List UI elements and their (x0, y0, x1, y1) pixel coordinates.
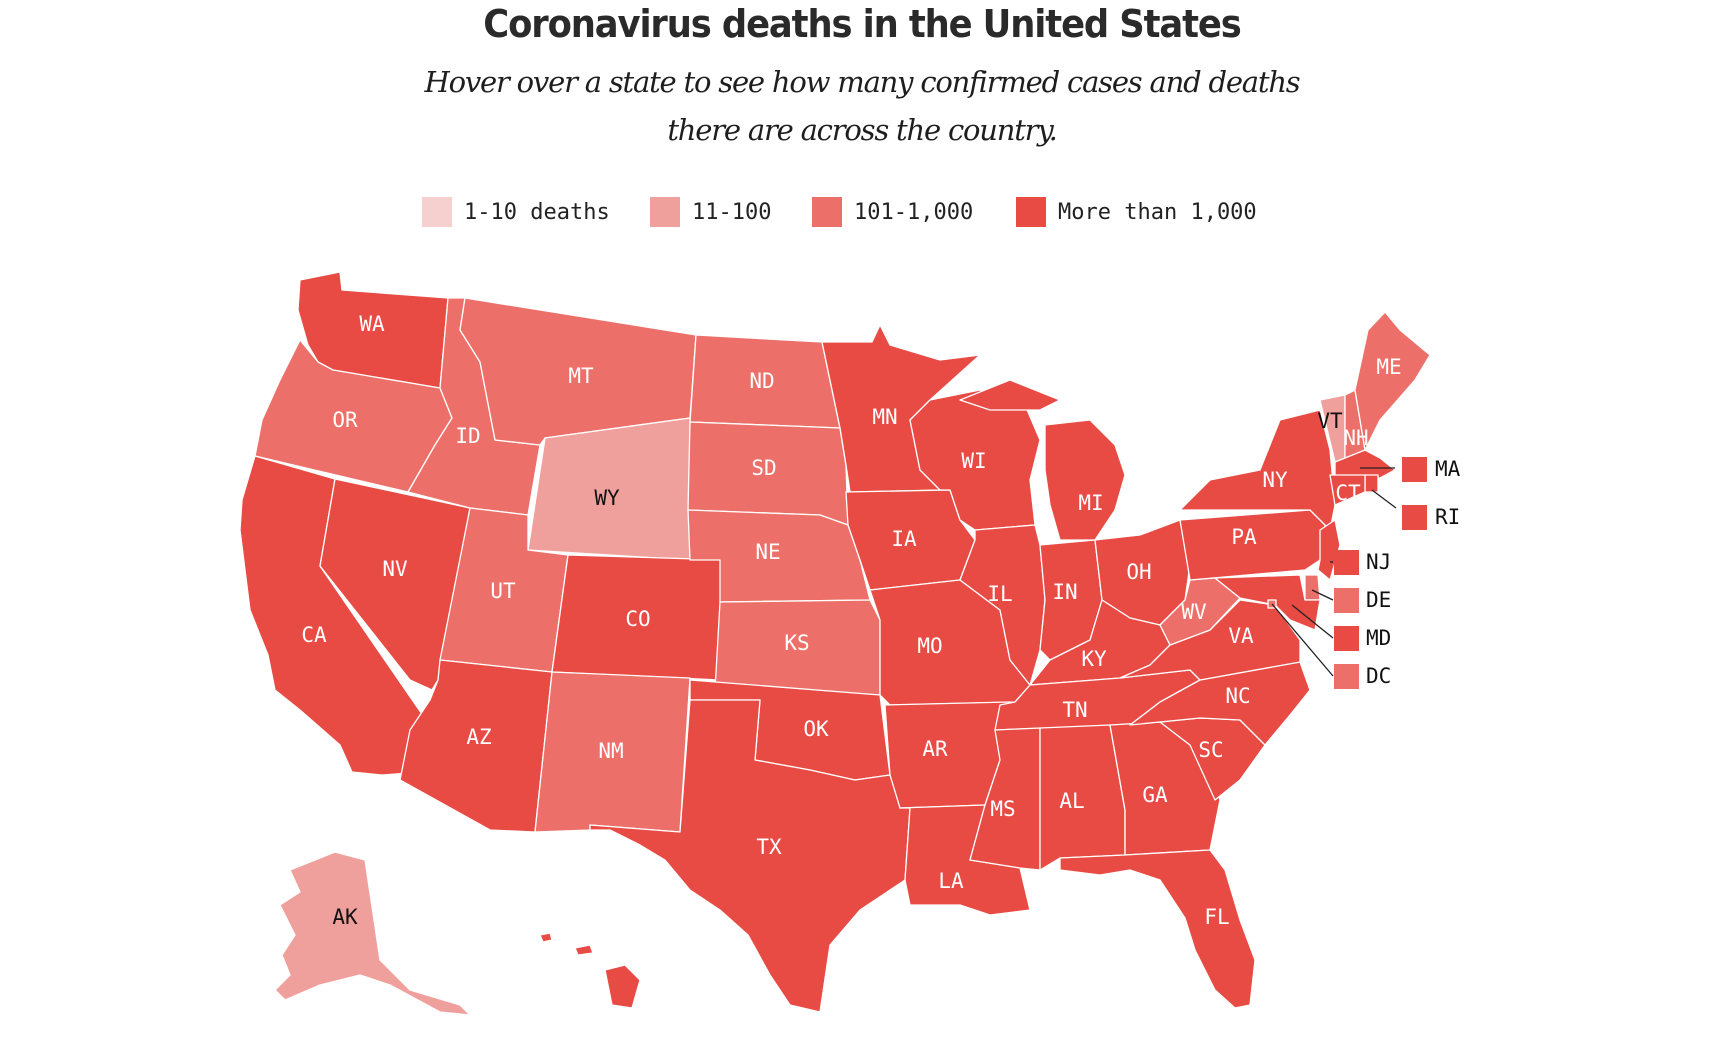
callout-label-md: MD (1366, 626, 1391, 650)
state-label-id: ID (455, 424, 480, 448)
legend-item-101-1000: 101-1,000 (812, 196, 973, 228)
state-nc[interactable] (1129, 661, 1311, 746)
state-label-al: AL (1059, 789, 1084, 813)
chart-title: Coronavirus deaths in the United States (483, 2, 1242, 46)
state-label-sc: SC (1198, 738, 1223, 762)
state-label-pa: PA (1231, 525, 1257, 549)
legend-swatch (812, 197, 842, 227)
state-label-co: CO (625, 607, 650, 631)
state-fl[interactable] (1059, 849, 1256, 1009)
state-ri[interactable] (1364, 474, 1379, 493)
callout-swatch-nj[interactable] (1334, 550, 1359, 575)
state-label-wa: WA (359, 312, 385, 336)
legend-swatch (422, 197, 452, 227)
callout-swatch-ma[interactable] (1402, 457, 1427, 482)
state-mi[interactable] (959, 379, 1126, 541)
legend-item-1-10: 1-10 deaths (422, 196, 610, 228)
legend-swatch (650, 197, 680, 227)
state-label-nm: NM (598, 739, 623, 763)
state-label-ak: AK (332, 905, 358, 929)
state-label-il: IL (987, 582, 1012, 606)
state-ct[interactable] (1329, 474, 1366, 506)
state-label-mi: MI (1078, 491, 1103, 515)
state-label-ga: GA (1142, 783, 1168, 807)
state-label-me: ME (1376, 355, 1401, 379)
state-me[interactable] (1354, 311, 1431, 451)
state-hi[interactable] (539, 932, 641, 1009)
state-label-mn: MN (872, 405, 897, 429)
legend-label: 101-1,000 (854, 199, 974, 225)
legend-label: More than 1,000 (1058, 199, 1257, 225)
callout-label-ma: MA (1435, 457, 1461, 481)
callout-label-dc: DC (1366, 664, 1391, 688)
state-label-fl: FL (1204, 905, 1229, 929)
legend-label: 11-100 (692, 199, 772, 225)
state-label-ar: AR (922, 737, 948, 761)
state-label-ia: IA (891, 527, 917, 551)
state-label-sd: SD (751, 456, 776, 480)
state-label-wv: WV (1181, 600, 1207, 624)
state-label-tx: TX (756, 835, 782, 859)
state-de[interactable] (1304, 574, 1321, 601)
legend-label: 1-10 deaths (464, 199, 610, 225)
state-label-mo: MO (917, 634, 942, 658)
state-label-ut: UT (490, 579, 516, 603)
state-label-in: IN (1052, 580, 1077, 604)
state-label-ok: OK (803, 717, 829, 741)
state-label-nd: ND (749, 369, 774, 393)
state-label-nc: NC (1225, 684, 1250, 708)
state-label-or: OR (332, 408, 358, 432)
state-label-wi: WI (961, 449, 986, 473)
state-label-az: AZ (466, 725, 491, 749)
state-label-ks: KS (784, 631, 809, 655)
state-label-ms: MS (990, 797, 1015, 821)
state-ca[interactable] (239, 455, 451, 776)
state-label-tn: TN (1062, 698, 1087, 722)
state-label-nh: NH (1343, 426, 1368, 450)
callout-swatch-de[interactable] (1334, 588, 1359, 613)
state-label-mt: MT (568, 364, 594, 388)
state-label-ny: NY (1262, 468, 1288, 492)
callout-swatch-ri[interactable] (1402, 505, 1427, 530)
legend-item-over-1000: More than 1,000 (1016, 196, 1257, 228)
state-label-vt: VT (1317, 409, 1343, 433)
state-label-oh: OH (1126, 560, 1151, 584)
state-label-la: LA (938, 869, 964, 893)
small-state-callouts: MA RI NJ DE MD DC (1271, 457, 1461, 689)
chart-subtitle: Hover over a state to see how many confi… (424, 65, 1301, 147)
state-tx[interactable] (589, 699, 911, 1013)
state-label-ne: NE (755, 540, 780, 564)
callout-swatch-dc[interactable] (1334, 664, 1359, 689)
state-label-va: VA (1228, 624, 1254, 648)
state-ny[interactable] (1179, 409, 1336, 531)
state-label-ct: CT (1335, 481, 1361, 505)
state-label-ky: KY (1081, 647, 1107, 671)
state-label-wy: WY (594, 486, 620, 510)
callout-label-ri: RI (1435, 505, 1460, 529)
state-nj[interactable] (1317, 519, 1341, 581)
state-label-ca: CA (301, 623, 327, 647)
callout-label-nj: NJ (1366, 550, 1391, 574)
legend-item-11-100: 11-100 (650, 196, 771, 228)
state-label-nv: NV (382, 557, 408, 581)
state-ak[interactable] (274, 851, 471, 1016)
callout-swatch-md[interactable] (1334, 626, 1359, 651)
callout-label-de: DE (1366, 588, 1391, 612)
legend-swatch (1016, 197, 1046, 227)
